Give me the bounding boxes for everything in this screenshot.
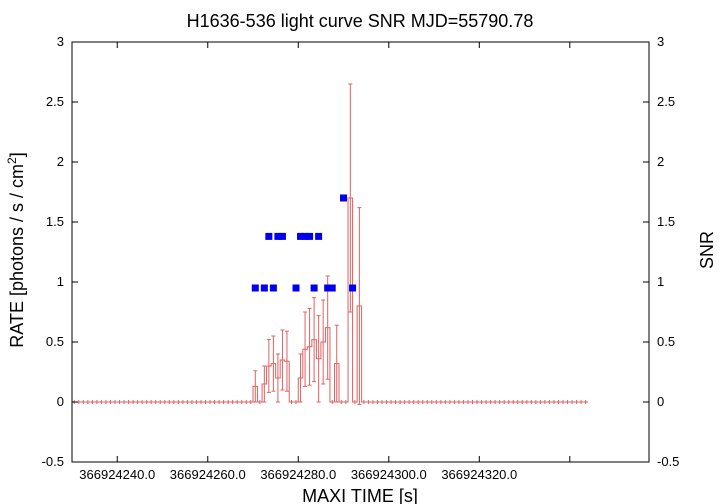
snr-point (340, 194, 348, 202)
snr-point (292, 284, 300, 292)
snr-point (260, 284, 268, 292)
y-tick-label: -0.5 (42, 454, 64, 469)
y-axis-title-superscript: 2 (5, 157, 19, 164)
rate-errorbar (348, 83, 353, 313)
x-tick-label: 366924280.0 (260, 467, 336, 482)
rate-series (72, 83, 588, 405)
x-tick-label: 366924320.0 (441, 467, 517, 482)
rate-errorbar (307, 307, 312, 386)
rate-step-line (72, 197, 588, 403)
x-tick-label: 366924260.0 (170, 467, 246, 482)
y-tick-label: 3 (57, 34, 64, 49)
rate-errorbar (334, 324, 339, 403)
rate-errorbar (262, 365, 267, 403)
y2-tick-label: 1 (657, 274, 664, 289)
rate-errorbar (253, 370, 258, 403)
rate-errorbar (312, 297, 317, 383)
snr-point (269, 284, 277, 292)
x-tick-label: 366924240.0 (79, 467, 155, 482)
x-axis-title: MAXI TIME [s] (302, 486, 418, 504)
rate-errorbar (357, 207, 362, 405)
snr-point (315, 232, 323, 240)
rate-errorbar (325, 275, 330, 380)
y-tick-label: 1 (57, 274, 64, 289)
snr-point (310, 284, 318, 292)
snr-point (278, 232, 286, 240)
rate-errorbar (316, 315, 321, 403)
y2-tick-label: 0 (657, 394, 664, 409)
rate-errorbar (284, 330, 289, 392)
chart-title: H1636-536 light curve SNR MJD=55790.78 (187, 11, 534, 31)
snr-point (324, 284, 332, 292)
rate-errorbar (275, 353, 280, 403)
snr-point (251, 284, 259, 292)
rate-errorbar (303, 311, 308, 387)
rate-errorbar (271, 335, 276, 392)
snr-point (301, 232, 309, 240)
y-axis-title-close: ] (7, 152, 27, 157)
y2-tick-label: 2 (657, 154, 664, 169)
snr-point (306, 232, 314, 240)
y-tick-label: 2.5 (46, 94, 64, 109)
plot-area (71, 41, 650, 463)
y-axis-title-main: RATE [photons / s / cm (7, 164, 27, 348)
snr-point (274, 232, 282, 240)
y2-tick-label: 2.5 (657, 94, 675, 109)
y-axis-title: RATE [photons / s / cm2] (5, 152, 27, 347)
snr-point (297, 232, 305, 240)
y-tick-label: 0 (57, 394, 64, 409)
rate-errorbar (321, 299, 326, 385)
x-tick-label: 366924300.0 (351, 467, 427, 482)
snr-point (349, 284, 357, 292)
y2-tick-label: -0.5 (657, 454, 679, 469)
rate-errorbar (298, 353, 303, 403)
y2-tick-label: 0.5 (657, 334, 675, 349)
rate-errorbar (280, 329, 285, 391)
y2-axis-title: SNR (697, 231, 717, 269)
y-tick-label: 2 (57, 154, 64, 169)
snr-series (251, 194, 357, 292)
rate-errorbar (266, 339, 271, 393)
plot-frame (71, 41, 650, 463)
y2-tick-label: 3 (657, 34, 664, 49)
snr-point (265, 232, 273, 240)
y-tick-label: 0.5 (46, 334, 64, 349)
y-tick-label: 1.5 (46, 214, 64, 229)
y2-tick-label: 1.5 (657, 214, 675, 229)
axis-ticks: -0.5 -0.5 0 0 0.5 0.5 1 1 1.5 1.5 2 2 2.5 2.5 3 3 366924… (42, 34, 680, 482)
snr-point (328, 284, 336, 292)
